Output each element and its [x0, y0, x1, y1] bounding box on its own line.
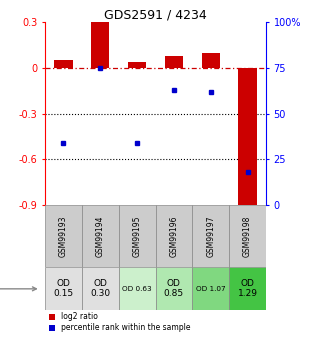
Bar	[119, 267, 156, 310]
Bar	[45, 267, 82, 310]
Text: OD
1.29: OD 1.29	[238, 279, 258, 298]
Text: age: age	[0, 284, 36, 294]
Bar	[82, 205, 119, 267]
Title: GDS2591 / 4234: GDS2591 / 4234	[104, 8, 207, 21]
Legend: log2 ratio, percentile rank within the sample: log2 ratio, percentile rank within the s…	[49, 313, 191, 332]
Text: OD
0.30: OD 0.30	[90, 279, 110, 298]
Bar	[165, 56, 183, 68]
Text: GSM99193: GSM99193	[59, 215, 68, 257]
Text: GSM99198: GSM99198	[243, 215, 252, 257]
Bar	[192, 267, 229, 310]
Bar	[54, 60, 73, 68]
Text: OD
0.15: OD 0.15	[53, 279, 74, 298]
Bar	[229, 205, 266, 267]
Bar	[229, 267, 266, 310]
Bar	[91, 21, 109, 68]
Bar	[119, 205, 156, 267]
Bar	[82, 267, 119, 310]
Bar	[192, 205, 229, 267]
Text: GSM99196: GSM99196	[169, 215, 179, 257]
Text: OD 1.07: OD 1.07	[196, 286, 225, 292]
Bar	[238, 68, 257, 209]
Text: GSM99197: GSM99197	[206, 215, 215, 257]
Text: OD
0.85: OD 0.85	[164, 279, 184, 298]
Bar	[202, 53, 220, 68]
Text: GSM99194: GSM99194	[96, 215, 105, 257]
Text: GSM99195: GSM99195	[132, 215, 142, 257]
Bar	[45, 205, 82, 267]
Bar	[128, 62, 146, 68]
Bar	[156, 205, 192, 267]
Text: OD 0.63: OD 0.63	[122, 286, 152, 292]
Bar	[156, 267, 192, 310]
